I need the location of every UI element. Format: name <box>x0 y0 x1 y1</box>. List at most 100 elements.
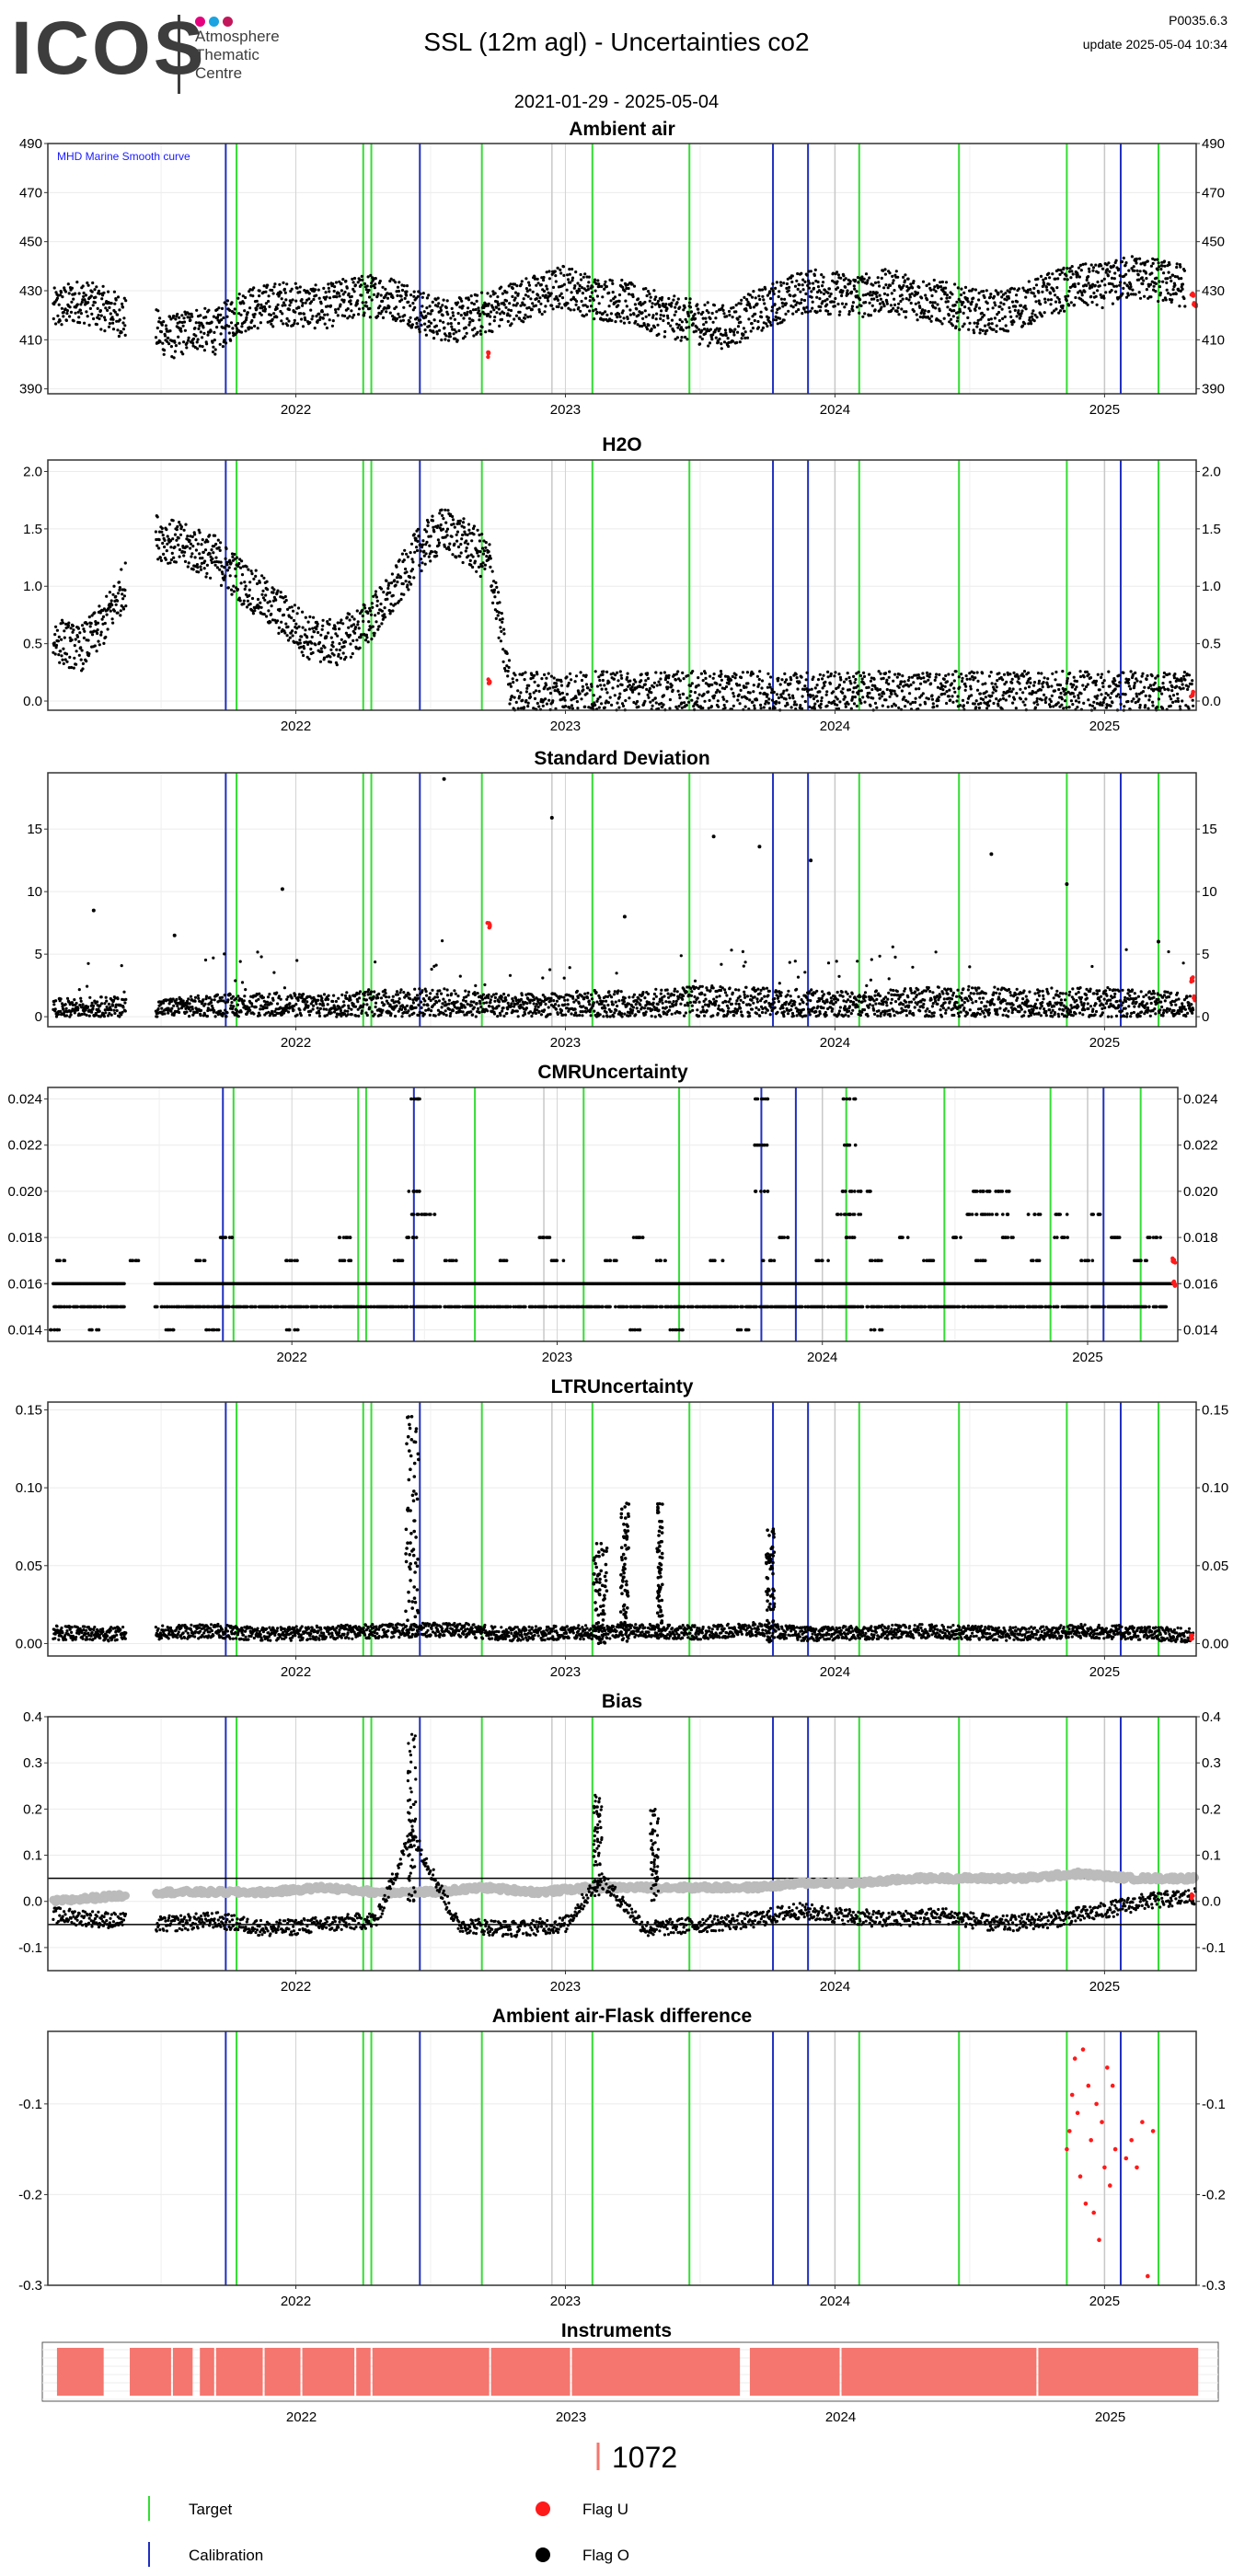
data-point <box>882 292 887 295</box>
data-point <box>531 290 535 293</box>
data-point <box>1114 284 1119 288</box>
data-point <box>755 302 759 305</box>
data-point <box>1141 282 1145 286</box>
data-point <box>583 272 587 276</box>
data-point <box>511 294 514 298</box>
data-point <box>940 692 944 696</box>
data-point <box>514 700 518 705</box>
data-point <box>842 680 847 684</box>
data-point <box>550 272 554 276</box>
data-point <box>463 335 467 339</box>
data-point <box>853 681 857 684</box>
data-point <box>449 322 453 326</box>
data-point <box>112 290 116 293</box>
data-point <box>74 638 77 641</box>
data-point <box>117 334 121 339</box>
data-point <box>784 312 788 316</box>
data-point <box>361 614 364 618</box>
data-point <box>243 309 247 313</box>
data-point <box>71 624 75 627</box>
data-point <box>952 679 956 683</box>
data-point <box>454 337 457 340</box>
data-point <box>709 335 713 339</box>
data-point <box>502 311 506 316</box>
data-point <box>1149 264 1153 268</box>
data-point <box>253 609 257 613</box>
data-point <box>267 294 271 298</box>
data-point <box>239 581 243 585</box>
data-point <box>66 624 70 627</box>
data-point <box>266 283 270 287</box>
data-point <box>622 321 627 325</box>
data-point <box>645 687 649 692</box>
data-point <box>157 538 161 542</box>
logo-subtitle-line: Thematic <box>195 46 259 63</box>
data-point <box>1089 676 1093 680</box>
data-point <box>521 672 524 676</box>
data-point <box>854 279 858 282</box>
y-tick-label-right: 1.5 <box>1202 522 1221 537</box>
data-point <box>327 631 330 635</box>
data-point <box>405 570 409 574</box>
data-point <box>995 697 998 701</box>
data-point <box>210 548 213 552</box>
data-point <box>421 292 425 295</box>
data-point <box>527 281 531 284</box>
data-point <box>670 318 674 322</box>
data-point <box>89 621 93 626</box>
data-point <box>436 538 440 542</box>
data-point <box>309 647 313 651</box>
data-point <box>379 602 383 606</box>
data-point <box>477 554 480 558</box>
data-point <box>1067 706 1071 709</box>
data-point <box>489 557 492 560</box>
data-point <box>873 308 877 312</box>
data-point <box>1173 283 1177 287</box>
data-point <box>472 524 477 528</box>
data-point <box>1027 671 1031 674</box>
data-point <box>1001 678 1005 682</box>
data-point <box>277 626 281 629</box>
data-point <box>518 316 522 321</box>
data-point <box>766 693 769 696</box>
data-point <box>1109 696 1112 699</box>
data-point <box>215 316 220 319</box>
data-point <box>368 316 372 319</box>
data-point <box>424 552 428 556</box>
data-point <box>824 299 827 303</box>
data-point <box>1083 687 1087 691</box>
data-point <box>865 281 870 284</box>
data-point <box>188 316 191 319</box>
data-point <box>1158 285 1162 289</box>
logo-subtitle-line: Atmosphere <box>195 28 280 45</box>
data-point <box>311 650 315 655</box>
data-point <box>805 671 809 674</box>
data-point <box>800 675 803 679</box>
data-point <box>506 674 510 678</box>
data-point <box>102 316 107 319</box>
data-point <box>116 313 120 316</box>
data-point <box>112 609 116 613</box>
data-point <box>991 691 995 695</box>
data-point <box>990 694 994 698</box>
data-point <box>497 611 501 615</box>
data-point <box>1033 294 1037 298</box>
data-point <box>353 626 358 629</box>
data-point <box>109 302 113 305</box>
data-point <box>915 313 918 316</box>
data-point <box>758 691 762 696</box>
data-point <box>551 307 555 311</box>
data-point <box>663 671 667 674</box>
data-point <box>878 693 882 696</box>
data-point <box>890 308 893 313</box>
y-tick-label-right: 2.0 <box>1202 464 1221 479</box>
data-point <box>896 275 900 279</box>
data-point <box>1096 280 1100 284</box>
data-point <box>1012 671 1016 675</box>
data-point <box>387 581 391 585</box>
data-point <box>405 293 409 297</box>
y-tick-label: 430 <box>19 283 42 299</box>
data-point <box>655 312 659 316</box>
data-point <box>265 615 269 618</box>
data-point <box>592 298 595 302</box>
